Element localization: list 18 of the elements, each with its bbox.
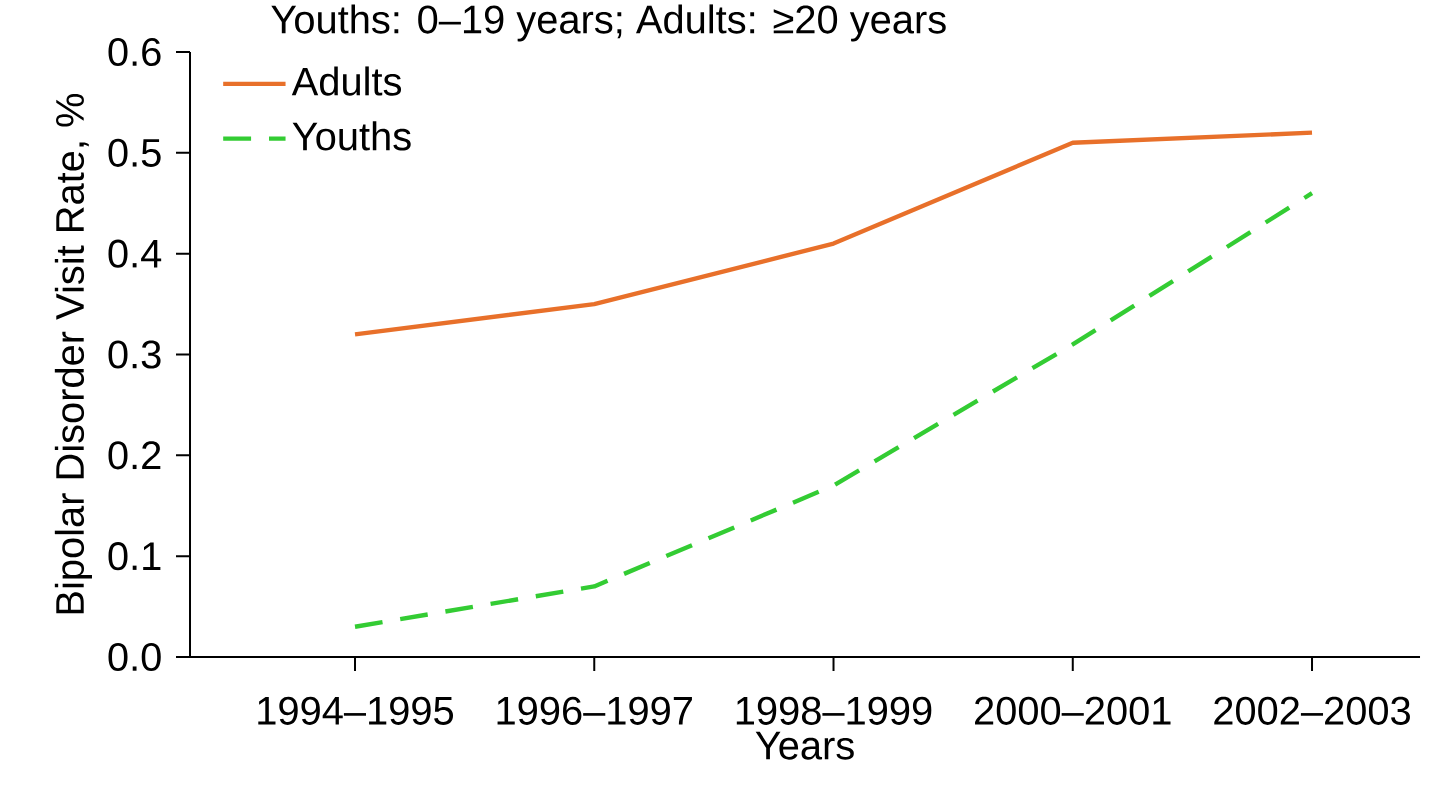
chart-subtitle: Youths: 0–19 years; Adults: ≥20 years — [271, 4, 946, 42]
y-tick-label: 0.0 — [108, 642, 161, 672]
x-tick-label: 2002–2003 — [1214, 696, 1410, 725]
x-tick-label: 1994–1995 — [258, 696, 454, 725]
x-tick-label: 1996–1997 — [497, 696, 692, 725]
line-series — [352, 190, 1315, 629]
legend-label: Adults — [291, 66, 402, 96]
y-tick-label: 0.1 — [108, 542, 161, 571]
x-tick-label: 2000–2001 — [975, 696, 1171, 725]
y-tick-label: 0.5 — [108, 138, 161, 167]
legend-label: Youths — [292, 121, 411, 151]
x-axis-title: Years — [755, 731, 854, 760]
y-tick-label: 0.2 — [108, 441, 161, 470]
y-tick-label: 0.3 — [108, 340, 161, 369]
y-tick-label: 0.4 — [108, 239, 162, 268]
y-tick-label: 0.6 — [108, 37, 161, 67]
x-tick-label: 1998–1999 — [736, 696, 932, 725]
y-axis-title: Bipolar Disorder Visit Rate, % — [54, 93, 92, 614]
